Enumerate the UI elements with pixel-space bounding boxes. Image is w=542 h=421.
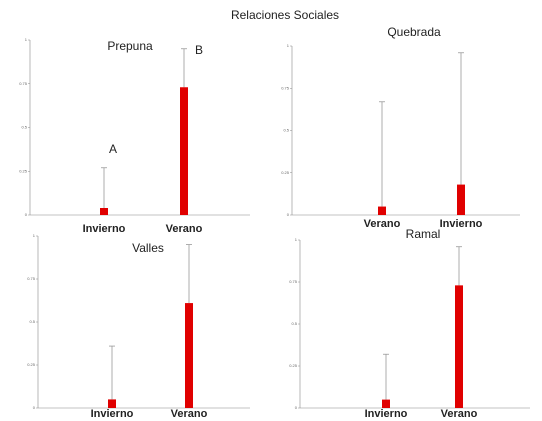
page-title: Relaciones Sociales <box>231 8 339 22</box>
x-tick-label: Verano <box>171 408 208 420</box>
annotation: B <box>195 43 203 57</box>
bar <box>108 399 116 408</box>
y-tick-label: 0.5 <box>291 321 297 326</box>
chart-title: Prepuna <box>107 39 153 53</box>
y-tick-label: 1 <box>295 237 298 242</box>
y-tick-label: 1 <box>33 233 36 238</box>
x-tick-label: Verano <box>364 218 401 230</box>
y-tick-label: 1 <box>25 37 28 42</box>
x-tick-label: Invierno <box>91 408 134 420</box>
y-tick-label: 0.5 <box>21 125 27 130</box>
bar <box>378 206 386 215</box>
y-tick-label: 0.25 <box>281 170 290 175</box>
bar <box>457 184 465 215</box>
bar <box>180 87 188 215</box>
y-tick-label: 0 <box>287 212 290 217</box>
x-tick-label: Invierno <box>365 408 408 420</box>
bar <box>382 399 390 408</box>
y-tick-label: 0.75 <box>19 81 28 86</box>
y-tick-label: 0.75 <box>289 279 298 284</box>
x-tick-label: Verano <box>166 223 203 235</box>
y-tick-label: 0 <box>25 212 28 217</box>
y-tick-label: 0.5 <box>29 319 35 324</box>
x-tick-label: Invierno <box>440 218 483 230</box>
y-tick-label: 0.25 <box>289 363 298 368</box>
bar <box>185 303 193 408</box>
y-tick-label: 1 <box>287 43 290 48</box>
y-tick-label: 0.25 <box>19 168 28 173</box>
chart-title: Ramal <box>406 227 441 241</box>
y-tick-label: 0.75 <box>281 85 290 90</box>
x-tick-label: Verano <box>441 408 478 420</box>
y-tick-label: 0.25 <box>27 362 36 367</box>
y-tick-label: 0 <box>295 405 298 410</box>
x-tick-label: Invierno <box>83 223 126 235</box>
chart-title: Quebrada <box>387 25 441 39</box>
y-tick-label: 0.5 <box>283 128 289 133</box>
chart-title: Valles <box>132 241 164 255</box>
annotation: A <box>109 142 117 156</box>
bar <box>455 285 463 408</box>
y-tick-label: 0 <box>33 405 36 410</box>
y-tick-label: 0.75 <box>27 276 36 281</box>
bar <box>100 208 108 215</box>
